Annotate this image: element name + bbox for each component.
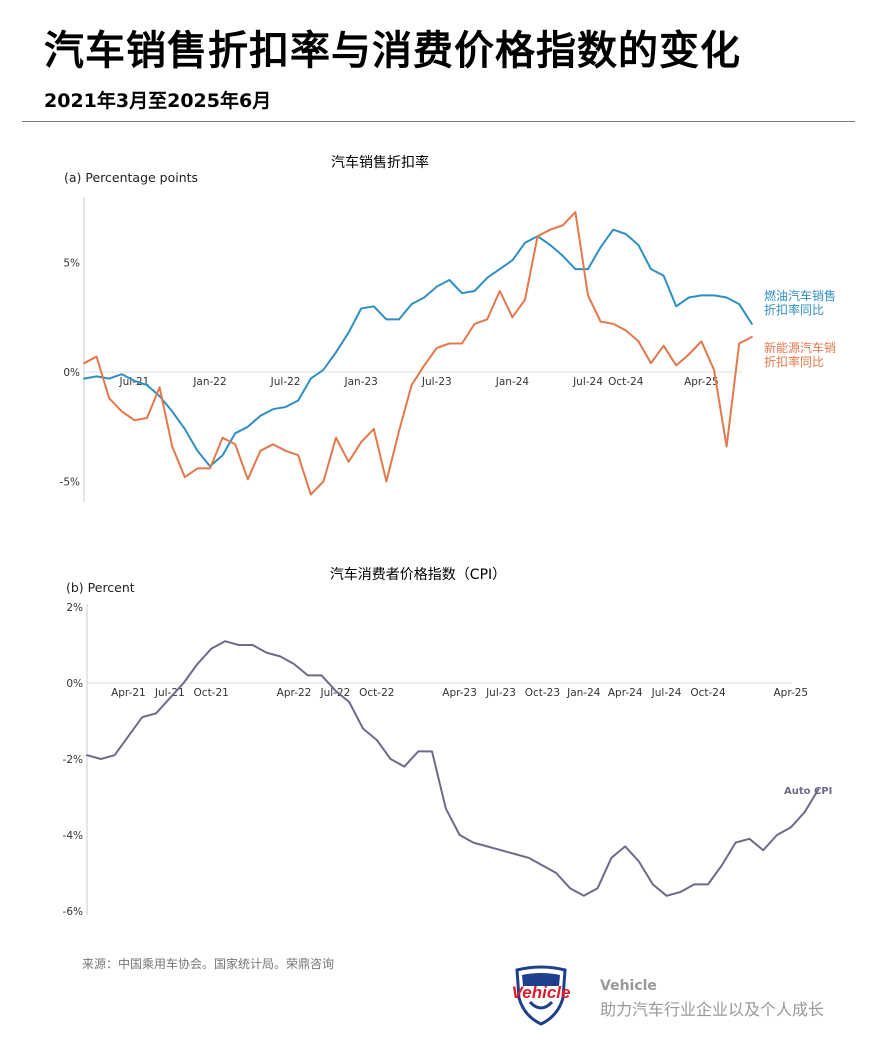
chart-0-series-0-line: [83, 228, 753, 468]
chart-1-xtick-9: Jan-24: [566, 687, 601, 699]
chart-1-xtick-10: Apr-24: [608, 687, 643, 699]
chart-0-series-0-label-0: 燃油汽车销售: [764, 288, 836, 303]
chart-0-title: 汽车销售折扣率: [331, 154, 429, 171]
chart-0-series-0-label-1: 折扣率同比: [764, 302, 824, 317]
chart-0-xtick-4: Jul-23: [421, 376, 452, 388]
chart-1-xtick-2: Oct-21: [194, 687, 229, 699]
brand-logo-text: Vehicle: [512, 983, 571, 1002]
chart-1-xtick-8: Oct-23: [525, 687, 560, 699]
chart-0-ytick-2: -5%: [60, 477, 80, 489]
chart-0-ytick-1: 0%: [63, 367, 80, 379]
chart-1-xtick-13: Apr-25: [773, 687, 808, 699]
vehicle-logo-icon: Vehicle: [512, 965, 571, 1026]
header-divider: [22, 121, 855, 122]
chart-1-xtick-11: Jul-24: [651, 687, 682, 699]
chart-1-series-0-label-0: Auto CPI: [784, 786, 832, 797]
brand-name: Vehicle: [600, 978, 657, 994]
chart-1-ytick-3: -4%: [63, 830, 83, 842]
chart-1-xtick-12: Oct-24: [690, 687, 726, 699]
page-title: 汽车销售折扣率与消费价格指数的变化: [44, 28, 741, 74]
chart-1-xtick-6: Apr-23: [442, 687, 477, 699]
chart-0-xtick-6: Jul-24: [572, 376, 603, 388]
chart-0-xtick-0: Jul-21: [118, 376, 149, 388]
chart-0-xtick-3: Jan-23: [344, 376, 378, 388]
chart-1-xtick-7: Jul-23: [485, 687, 516, 699]
chart-1-ylabel: (b) Percent: [66, 580, 135, 595]
chart-0-xtick-8: Apr-25: [684, 376, 719, 388]
chart-1-series-0-line: [86, 640, 820, 897]
chart-1-ytick-0: 2%: [66, 602, 83, 614]
chart-0-xtick-1: Jan-22: [192, 376, 226, 388]
source-note: 来源：中国乘用车协会。国家统计局。荣鼎咨询: [82, 957, 335, 971]
chart-0-xtick-5: Jan-24: [495, 376, 530, 388]
chart-0-series-1-label-1: 折扣率同比: [764, 354, 824, 369]
chart-0-ytick-0: 5%: [63, 258, 80, 270]
chart-0-series-1-line: [83, 211, 753, 496]
chart-0-xtick-2: Jul-22: [270, 376, 301, 388]
chart-1-title: 汽车消费者价格指数（CPI）: [330, 566, 506, 583]
chart-0-ylabel: (a) Percentage points: [64, 170, 198, 185]
chart-1-ytick-1: 0%: [66, 678, 83, 690]
chart-1-xtick-1: Jul-21: [154, 687, 185, 699]
chart-1-ytick-4: -6%: [63, 906, 83, 918]
chart-1-xtick-5: Oct-22: [359, 687, 394, 699]
chart-0-xtick-7: Oct-24: [608, 376, 644, 388]
page-subtitle: 2021年3月至2025年6月: [44, 90, 272, 112]
chart-0-series-1-label-0: 新能源汽车销: [764, 340, 836, 355]
chart-1-xtick-0: Apr-21: [111, 687, 146, 699]
chart-1-xtick-3: Apr-22: [277, 687, 312, 699]
chart-1-ytick-2: -2%: [63, 754, 83, 766]
brand-tagline: 助力汽车行业企业以及个人成长: [600, 1000, 825, 1019]
